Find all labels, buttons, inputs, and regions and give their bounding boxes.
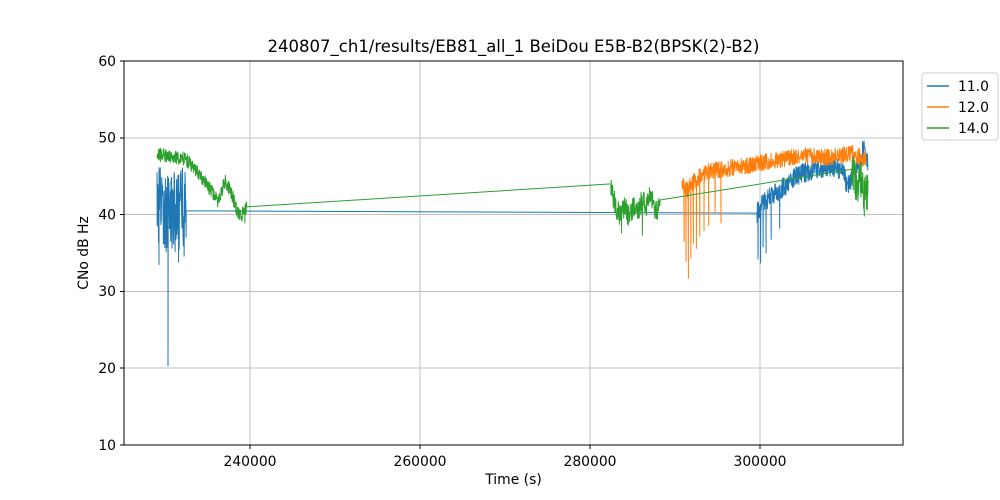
series-lines <box>156 140 869 367</box>
y-axis-label: CNo dB Hz <box>76 216 92 290</box>
series-line-14.0 <box>156 147 869 236</box>
x-axis-tick-labels: 240000 260000 280000 300000 <box>223 454 786 470</box>
legend-label: 14.0 <box>958 121 989 137</box>
y-tick-label: 50 <box>98 131 116 147</box>
chart-title: 240807_ch1/results/EB81_all_1 BeiDou E5B… <box>268 37 760 57</box>
x-axis-ticks <box>249 445 761 449</box>
y-tick-label: 40 <box>98 207 116 223</box>
series-line-12.0 <box>681 144 867 279</box>
y-axis-tick-labels: 10 20 30 40 50 60 <box>98 54 116 454</box>
gridlines <box>124 61 903 445</box>
x-tick-label: 280000 <box>563 454 616 470</box>
x-axis-label: Time (s) <box>484 472 542 488</box>
legend-entry: 12.0 <box>927 100 989 116</box>
series-line-11.0 <box>156 140 869 367</box>
y-tick-label: 60 <box>98 54 116 70</box>
x-tick-label: 240000 <box>223 454 276 470</box>
legend-entry: 11.0 <box>927 79 989 95</box>
legend: 11.0 12.0 14.0 <box>921 72 999 141</box>
legend-frame <box>921 72 999 141</box>
plot-border <box>123 60 904 446</box>
x-tick-label: 260000 <box>393 454 446 470</box>
y-tick-label: 30 <box>98 284 116 300</box>
y-axis-ticks <box>120 60 124 446</box>
y-tick-label: 20 <box>98 361 116 377</box>
legend-label: 11.0 <box>958 79 989 95</box>
legend-label: 12.0 <box>958 100 989 116</box>
x-tick-label: 300000 <box>733 454 786 470</box>
legend-entry: 14.0 <box>927 121 989 137</box>
y-tick-label: 10 <box>98 438 116 454</box>
